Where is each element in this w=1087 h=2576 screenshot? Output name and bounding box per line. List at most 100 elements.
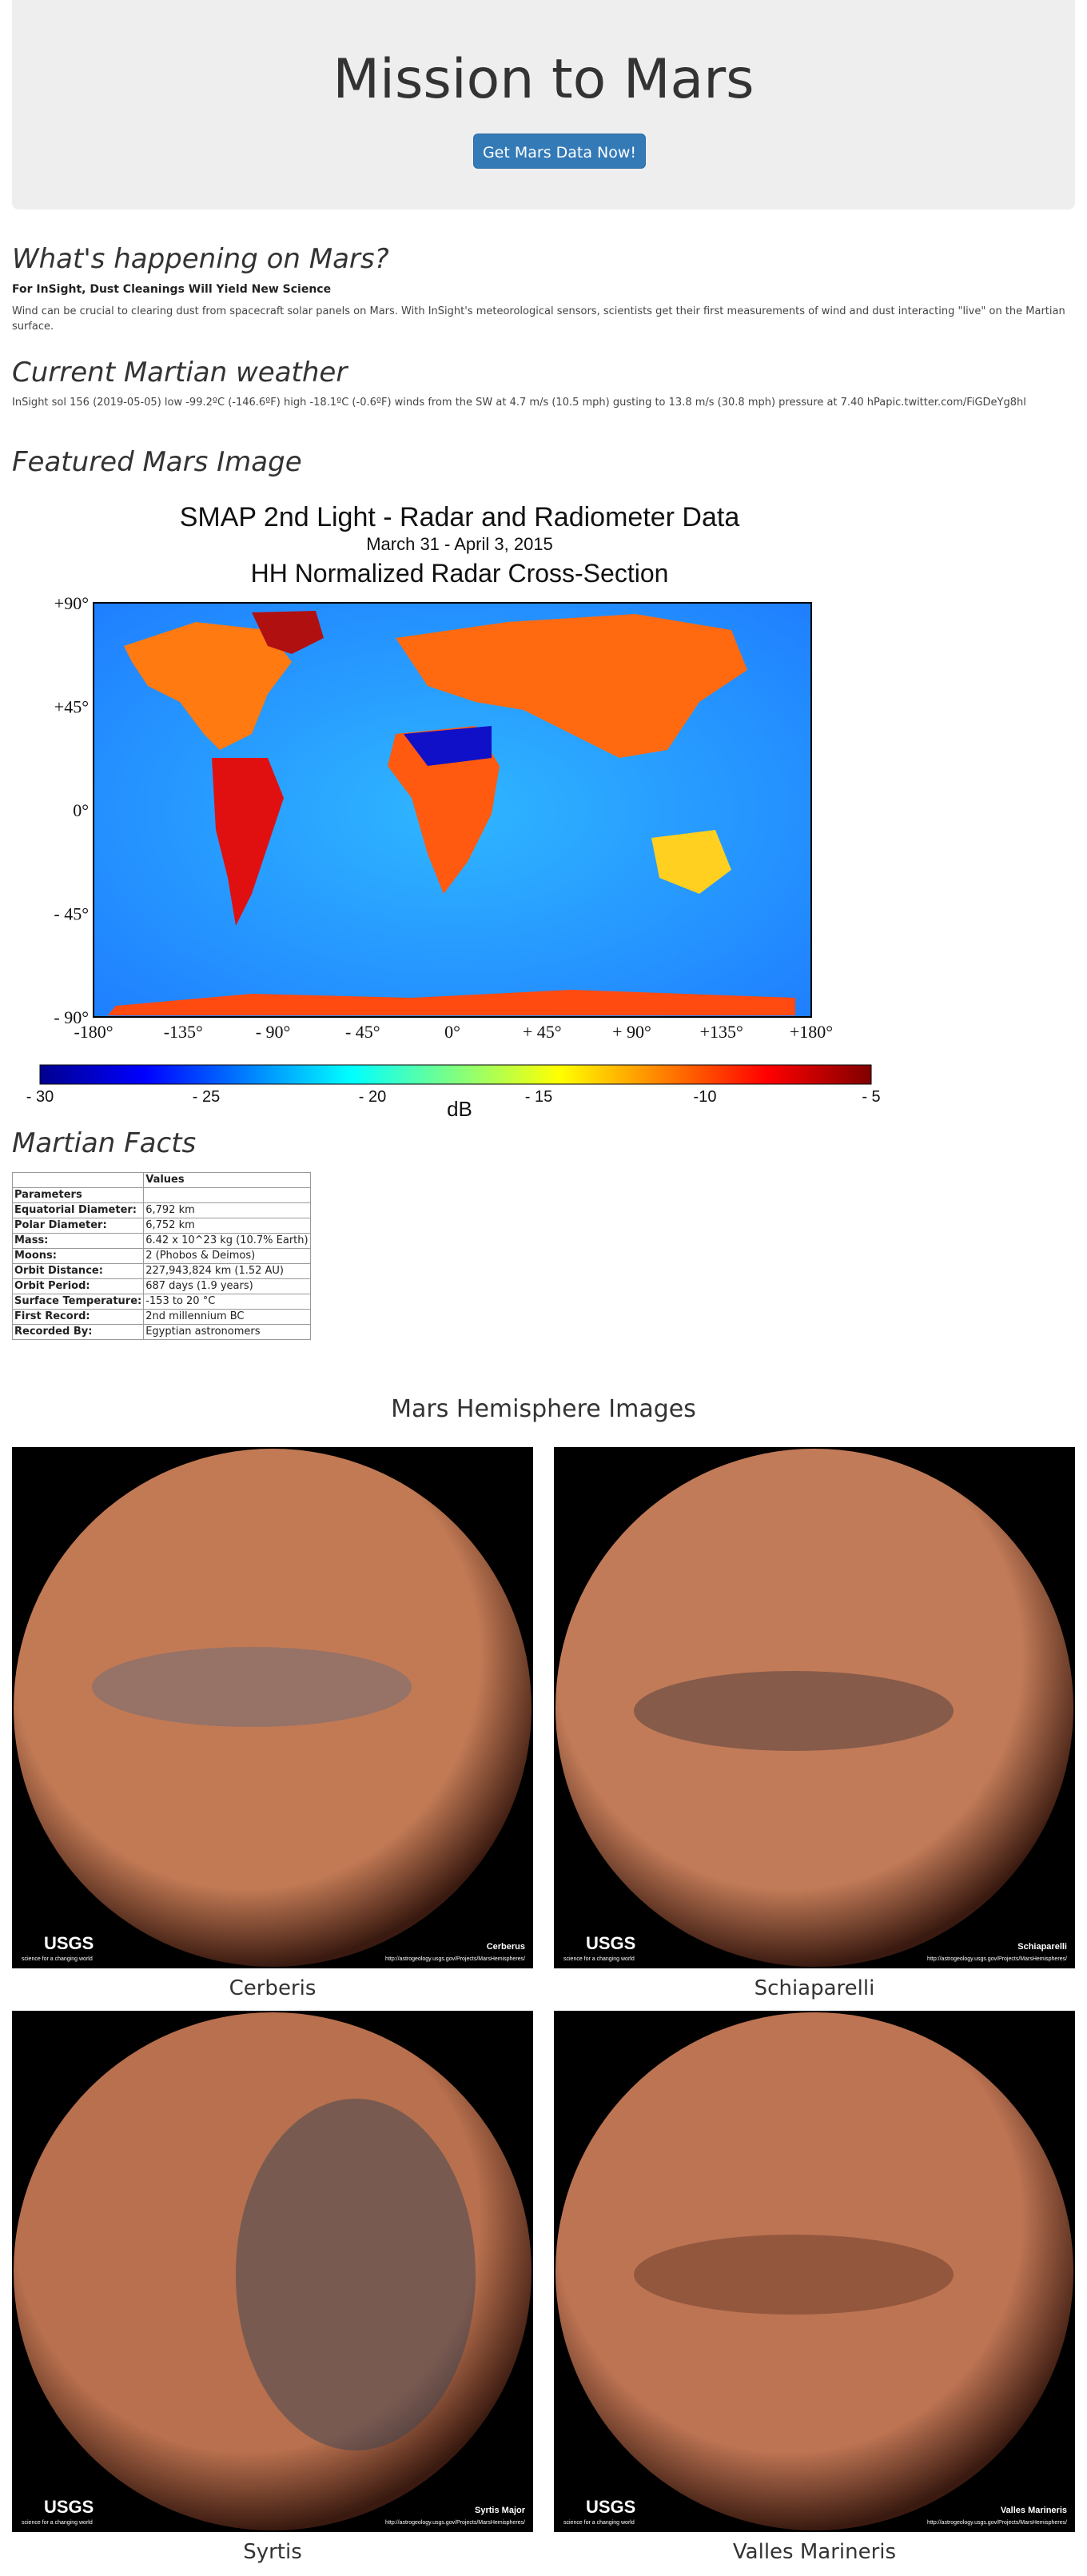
dark-region [92, 1647, 412, 1727]
latitude-tick-label: 0° [73, 800, 89, 820]
scrape-button[interactable]: Get Mars Data Now! [473, 134, 646, 169]
colorbar: - 30 - 25 - 20 - 15 -10 - 5 [26, 1064, 881, 1106]
facts-row: Orbit Distance: 227,943,824 km (1.52 AU) [11, 1263, 311, 1279]
facts-table: Values Parameters Equatorial Diameter: 6,… [11, 1172, 311, 1340]
hemisphere-caption: Cerberis [229, 1976, 317, 2000]
hemisphere-caption: Syrtis [243, 2540, 302, 2564]
facts-row-value: 2 (Phobos & Deimos) [143, 1248, 311, 1264]
facts-row: Polar Diameter: 6,752 km [11, 1218, 311, 1234]
facts-row: First Record: 2nd millennium BC [11, 1309, 311, 1325]
hemisphere-card[interactable]: USGS science for a changing world Valles M… [554, 2011, 1075, 2572]
featured-image: SMAP 2nd Light - Radar and Radiometer Da… [12, 494, 891, 1121]
credit-url: http://astrogeology.usgs.gov/Projects/Ma… [927, 1956, 1067, 1962]
antarctica-shape [108, 990, 795, 1015]
longitude-tick-label: -135° [164, 1022, 203, 1042]
usgs-tagline: science for a changing world [563, 2520, 635, 2526]
colorbar-tick-label: - 15 [525, 1088, 552, 1106]
facts-row-label: Equatorial Diameter: [11, 1202, 145, 1218]
radar-map [93, 602, 812, 1018]
longitude-tick-label: 0° [444, 1022, 460, 1042]
facts-row-label: Recorded By: [11, 1324, 145, 1340]
hemisphere-image-label: Syrtis Major [475, 2506, 526, 2515]
facts-row: Recorded By: Egyptian astronomers [11, 1324, 311, 1340]
usgs-logo: USGS [586, 1933, 635, 1953]
longitude-tick-label: +180° [790, 1022, 833, 1042]
credit-url: http://astrogeology.usgs.gov/Projects/Ma… [927, 2520, 1067, 2526]
jumbotron: Mission to Mars Get Mars Data Now! [12, 0, 1075, 209]
colorbar-tick-label: - 25 [193, 1088, 220, 1106]
longitude-tick-label: -180° [74, 1022, 113, 1042]
colorbar-tick-label: - 20 [359, 1088, 386, 1106]
australia-shape [651, 830, 731, 894]
hemisphere-image[interactable]: USGS science for a changing world Schiapar… [554, 1447, 1075, 1968]
facts-row-label: Orbit Distance: [11, 1263, 145, 1279]
featured-image-title: SMAP 2nd Light - Radar and Radiometer Da… [180, 502, 740, 532]
facts-header-row: Values [11, 1172, 311, 1188]
hemisphere-image-label: Schiaparelli [1017, 1942, 1067, 1952]
facts-row-label: First Record: [11, 1309, 145, 1325]
north-america-shape [124, 622, 292, 750]
colorbar-unit: dB [447, 1097, 472, 1118]
south-america-shape [212, 758, 284, 926]
longitude-tick-label: - 90° [256, 1022, 291, 1042]
longitude-ticks: -180° -135° - 90° - 45° 0° + 45° + 90° +135° +18… [74, 1022, 833, 1042]
latitude-tick-label: +90° [54, 593, 89, 613]
facts-row-value: 6,752 km [143, 1218, 311, 1234]
credit-url: http://astrogeology.usgs.gov/Projects/Ma… [385, 2520, 525, 2526]
latitude-tick-label: +45° [54, 697, 89, 717]
latitude-tick-label: - 90° [54, 1007, 89, 1027]
facts-index-empty [143, 1187, 311, 1203]
news-paragraph: Wind can be crucial to clearing dust fro… [12, 305, 1065, 333]
hemispheres-heading: Mars Hemisphere Images [391, 1395, 696, 1423]
weather-text: InSight sol 156 (2019-05-05) low -99.2ºC… [12, 397, 1026, 409]
sahara-shape [404, 726, 492, 766]
colorbar-tick-label: -10 [694, 1088, 717, 1106]
latitude-tick-label: - 45° [54, 904, 89, 924]
hemisphere-image[interactable]: USGS science for a changing world Valles M… [554, 2011, 1075, 2532]
featured-heading: Featured Mars Image [12, 446, 302, 478]
facts-row: Orbit Period: 687 days (1.9 years) [11, 1278, 311, 1294]
africa-shape [388, 726, 500, 894]
dark-region [634, 1671, 954, 1751]
facts-row-label: Mass: [11, 1233, 145, 1249]
facts-row: Moons: 2 (Phobos & Deimos) [11, 1248, 311, 1264]
facts-row-value: 687 days (1.9 years) [143, 1278, 311, 1294]
usgs-logo: USGS [44, 2497, 94, 2517]
hemisphere-image[interactable]: USGS science for a changing world Syrtis M… [12, 2011, 533, 2532]
colorbar-tick-label: - 30 [26, 1088, 54, 1106]
facts-row: Mass: 6.42 x 10^23 kg (10.7% Earth) [11, 1233, 311, 1249]
hemisphere-card[interactable]: USGS science for a changing world Syrtis M… [12, 2011, 533, 2572]
usgs-logo: USGS [586, 2497, 635, 2517]
facts-row: Equatorial Diameter: 6,792 km [11, 1202, 311, 1218]
weather-heading: Current Martian weather [12, 357, 348, 389]
longitude-tick-label: + 90° [612, 1022, 651, 1042]
facts-row-value: 6.42 x 10^23 kg (10.7% Earth) [143, 1233, 311, 1249]
page-title: Mission to Mars [332, 48, 755, 111]
dark-region [236, 2099, 476, 2450]
facts-row-label: Surface Temperature: [11, 1294, 145, 1310]
hemisphere-image-label: Valles Marineris [1001, 2506, 1067, 2515]
facts-row-value: 227,943,824 km (1.52 AU) [143, 1263, 311, 1279]
hemisphere-card[interactable]: USGS science for a changing world Cerberus… [12, 1447, 533, 2008]
facts-column-header: Values [143, 1172, 311, 1188]
news-heading: What's happening on Mars? [12, 243, 389, 275]
longitude-tick-label: +135° [700, 1022, 743, 1042]
dark-region [634, 2235, 954, 2315]
colorbar-tick-label: - 5 [862, 1088, 880, 1106]
facts-corner-cell [11, 1172, 145, 1188]
facts-row-label: Moons: [11, 1248, 145, 1264]
usgs-tagline: science for a changing world [22, 1956, 93, 1962]
facts-index-row: Parameters [11, 1187, 311, 1203]
colorbar-gradient [39, 1064, 872, 1085]
latitude-ticks: +90° +45° 0° - 45° - 90° [54, 593, 89, 1027]
hemisphere-image-label: Cerberus [487, 1942, 525, 1952]
featured-map-title: HH Normalized Radar Cross-Section [251, 559, 669, 588]
facts-row-value: 2nd millennium BC [143, 1309, 311, 1325]
facts-row: Surface Temperature: -153 to 20 °C [11, 1294, 311, 1310]
facts-row-value: -153 to 20 °C [143, 1294, 311, 1310]
facts-row-label: Orbit Period: [11, 1278, 145, 1294]
hemisphere-image[interactable]: USGS science for a changing world Cerberus… [12, 1447, 533, 1968]
hemisphere-caption: Valles Marineris [732, 2540, 897, 2564]
facts-index-header: Parameters [11, 1187, 145, 1203]
hemisphere-card[interactable]: USGS science for a changing world Schiapar… [554, 1447, 1075, 2008]
